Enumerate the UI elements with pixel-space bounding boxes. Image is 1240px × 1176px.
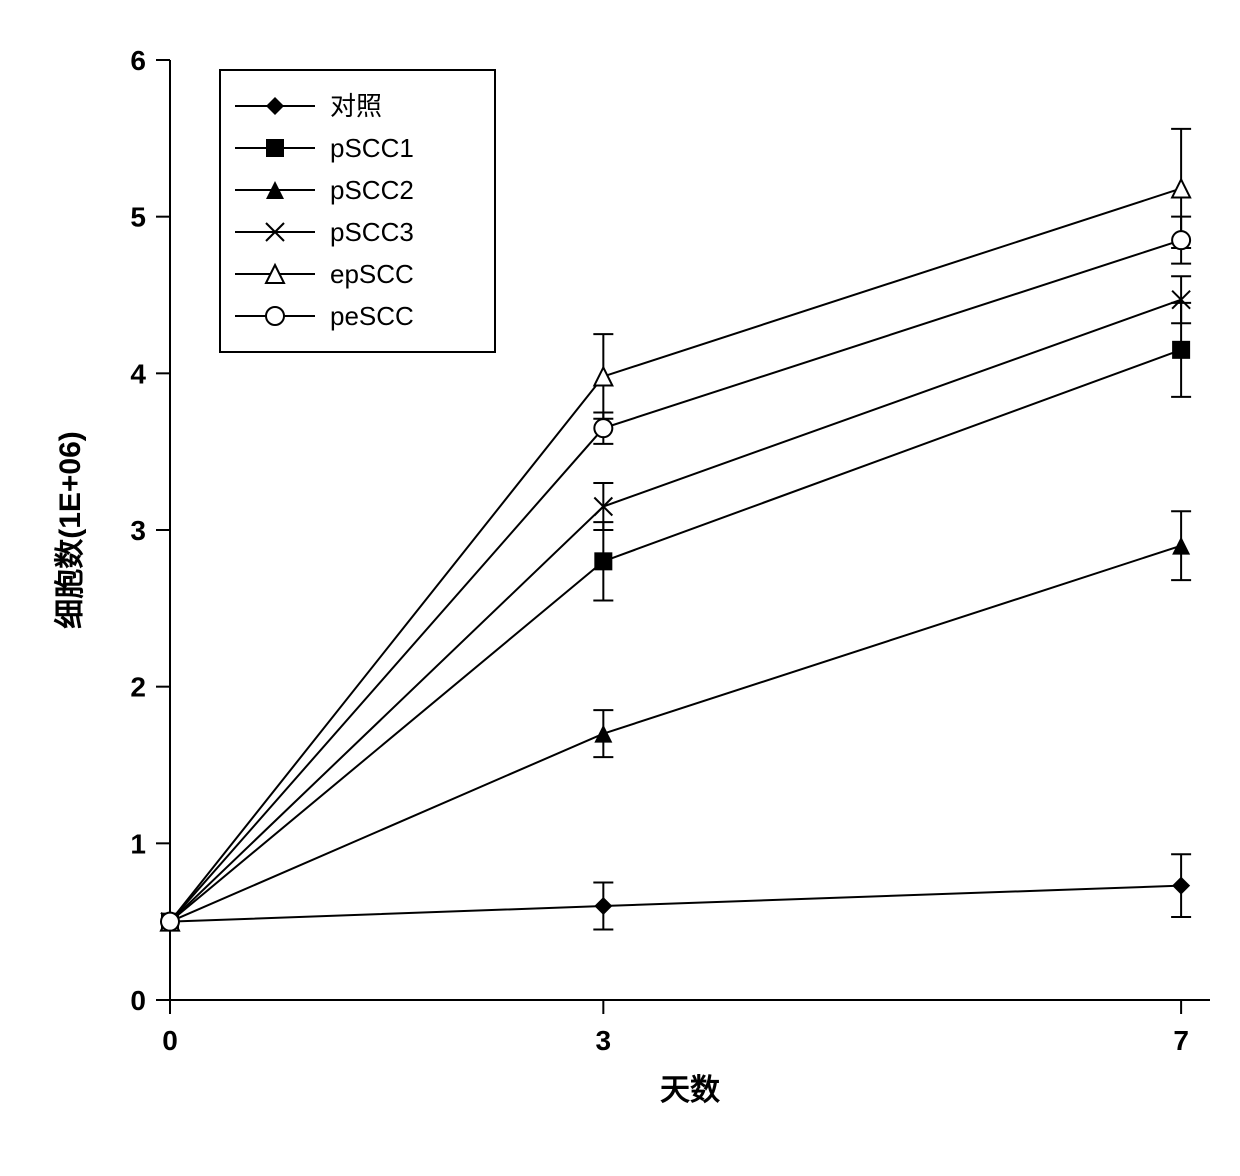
data-marker <box>1172 537 1190 555</box>
y-tick-label: 0 <box>130 985 146 1016</box>
data-marker <box>594 897 612 915</box>
legend-label: 对照 <box>330 91 382 121</box>
legend-label: pSCC1 <box>330 133 414 163</box>
legend-marker <box>266 139 284 157</box>
data-marker <box>594 725 612 743</box>
data-marker <box>161 913 179 931</box>
data-marker <box>1172 179 1190 197</box>
legend-marker <box>266 307 284 325</box>
legend: 对照 pSCC1 pSCC2 pSCC3 epSCC peSCC <box>220 70 495 352</box>
legend-label: pSCC3 <box>330 217 414 247</box>
y-tick-label: 4 <box>130 358 146 389</box>
series-line <box>170 546 1181 922</box>
y-tick-label: 3 <box>130 515 146 546</box>
data-marker <box>1172 341 1190 359</box>
legend-label: peSCC <box>330 301 414 331</box>
series-line <box>170 300 1181 922</box>
data-marker <box>594 367 612 385</box>
x-tick-label: 7 <box>1173 1025 1189 1056</box>
data-marker <box>594 552 612 570</box>
legend-label: pSCC2 <box>330 175 414 205</box>
data-marker <box>1172 877 1190 895</box>
line-chart: 0 3 7 天数 0 1 2 3 4 5 6 细胞数(1E+06) 对照 pSCC1 pSCC2 pSCC3 e… <box>20 20 1240 1156</box>
y-tick-label: 2 <box>130 672 146 703</box>
y-tick-label: 1 <box>130 828 146 859</box>
series-line <box>170 350 1181 922</box>
data-marker <box>1172 231 1190 249</box>
y-axis-title: 细胞数(1E+06) <box>54 431 87 629</box>
chart-container: 0 3 7 天数 0 1 2 3 4 5 6 细胞数(1E+06) 对照 pSCC1 pSCC2 pSCC3 e… <box>20 20 1240 1156</box>
x-tick-label: 0 <box>162 1025 178 1056</box>
x-axis-title: 天数 <box>660 1074 721 1107</box>
y-tick-label: 6 <box>130 45 146 76</box>
legend-label: epSCC <box>330 259 414 289</box>
x-tick-label: 3 <box>596 1025 612 1056</box>
y-tick-label: 5 <box>130 202 146 233</box>
data-marker <box>594 419 612 437</box>
series-line <box>170 886 1181 922</box>
